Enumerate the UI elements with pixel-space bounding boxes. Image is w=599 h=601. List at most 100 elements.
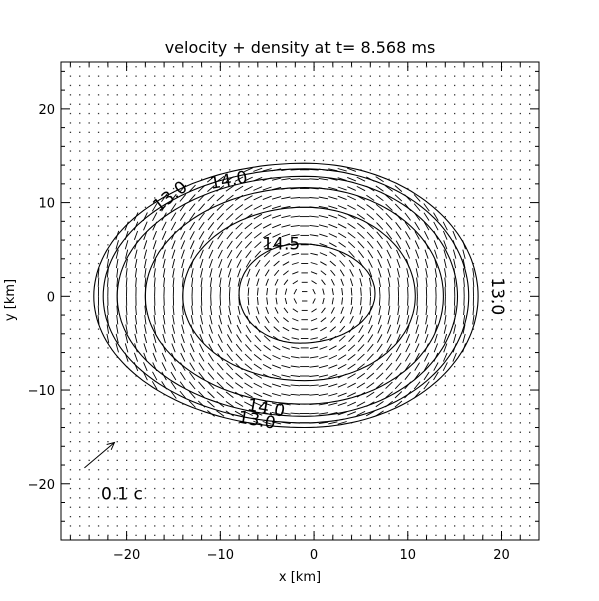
velocity-dot [529, 459, 531, 461]
velocity-vector [271, 205, 282, 210]
velocity-dot [191, 450, 193, 452]
velocity-dot [482, 497, 484, 499]
velocity-dot [313, 441, 315, 443]
velocity-dot [491, 103, 493, 105]
velocity-dot [144, 534, 147, 536]
velocity-dot [407, 431, 409, 433]
velocity-dot [472, 94, 475, 96]
velocity-dot [425, 497, 428, 499]
velocity-dot [219, 169, 221, 171]
velocity-vector [406, 305, 409, 316]
velocity-dot [191, 534, 193, 536]
velocity-dot [257, 103, 259, 105]
velocity-dot [491, 244, 493, 246]
velocity-dot [454, 384, 456, 387]
velocity-dot [407, 178, 409, 180]
velocity-dot [229, 506, 231, 508]
velocity-vector [328, 364, 338, 369]
velocity-dot [257, 441, 259, 443]
velocity-dot [472, 84, 475, 87]
velocity-dot [397, 487, 400, 490]
velocity-dot [519, 412, 521, 415]
velocity-vector [161, 371, 167, 381]
velocity-dot [313, 450, 315, 452]
velocity-dot [529, 112, 531, 115]
velocity-dot [416, 459, 418, 461]
velocity-vector [216, 194, 225, 202]
velocity-dot [416, 159, 418, 162]
velocity-dot [88, 516, 90, 518]
velocity-dot [313, 159, 315, 162]
velocity-dot [341, 131, 343, 133]
velocity-dot [276, 103, 278, 105]
velocity-vector [262, 177, 272, 182]
velocity-vector [309, 393, 319, 396]
velocity-vector [172, 315, 175, 325]
velocity-dot [163, 150, 165, 152]
velocity-dot [229, 487, 231, 490]
velocity-dot [257, 478, 259, 480]
velocity-dot [191, 516, 193, 518]
velocity-dot [219, 131, 221, 133]
velocity-dot [519, 337, 521, 340]
velocity-dot [69, 66, 72, 68]
velocity-dot [210, 506, 212, 508]
velocity-dot [210, 169, 212, 171]
velocity-vector [356, 392, 366, 398]
velocity-dot [416, 112, 418, 115]
velocity-dot [69, 375, 72, 377]
velocity-dot [454, 141, 456, 143]
velocity-dot [510, 206, 512, 208]
velocity-dot [191, 525, 193, 527]
velocity-dot [435, 441, 437, 443]
velocity-vector [347, 186, 356, 191]
velocity-vector [273, 326, 280, 332]
velocity-vector [462, 249, 466, 259]
velocity-dot [397, 159, 400, 162]
velocity-dot [154, 94, 156, 96]
velocity-dot [107, 394, 109, 396]
velocity-dot [519, 356, 521, 358]
velocity-vector [244, 401, 253, 407]
velocity-vector [253, 411, 263, 416]
velocity-dot [79, 487, 81, 490]
velocity-dot [238, 75, 240, 77]
velocity-vector [330, 307, 335, 314]
velocity-dot [276, 487, 278, 490]
velocity-dot [491, 366, 493, 368]
velocity-dot [135, 506, 137, 508]
velocity-vector [143, 258, 147, 269]
velocity-dot [491, 450, 493, 452]
velocity-dot [322, 478, 325, 480]
velocity-dot [482, 291, 484, 293]
velocity-dot [379, 94, 381, 96]
velocity-dot [116, 441, 118, 443]
velocity-vector [226, 231, 234, 240]
velocity-vector [375, 401, 384, 408]
velocity-dot [144, 487, 147, 490]
velocity-dot [69, 478, 72, 480]
velocity-vector [271, 411, 282, 416]
velocity-vector [246, 278, 250, 287]
velocity-dot [97, 131, 100, 133]
velocity-dot [388, 487, 390, 490]
velocity-vector [189, 352, 195, 362]
velocity-vector [357, 231, 365, 239]
velocity-dot [69, 291, 72, 293]
velocity-vector [328, 345, 337, 351]
velocity-vector [271, 383, 282, 388]
velocity-dot [79, 309, 81, 312]
velocity-vector [405, 324, 410, 334]
velocity-dot [491, 412, 493, 415]
velocity-dot [276, 431, 278, 433]
reference-arrow-label: 0.1 c [101, 485, 143, 505]
velocity-dot [107, 450, 109, 452]
velocity-dot [126, 141, 128, 143]
velocity-dot [510, 75, 512, 77]
velocity-dot [491, 534, 493, 536]
velocity-dot [397, 469, 400, 471]
velocity-vector [216, 362, 224, 371]
velocity-dot [407, 159, 409, 162]
velocity-dot [163, 159, 165, 162]
velocity-dot [491, 487, 493, 490]
